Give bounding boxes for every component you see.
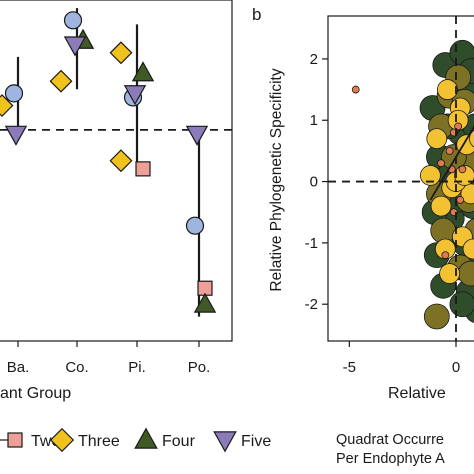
panel-a-markers [0, 11, 217, 313]
b-point-3-6 [458, 165, 467, 174]
b-ytick-label-3: 1 [310, 112, 318, 129]
b-ytick-label-0: -2 [305, 296, 318, 313]
marker-diamond-0 [0, 94, 14, 118]
panel-b-label: b [252, 5, 261, 24]
legend: Two Three Four Five [0, 427, 271, 453]
b-xtick-label-1: 0 [452, 359, 460, 376]
b-point-2-11 [419, 165, 441, 186]
marker-triangle-down-0 [4, 125, 28, 146]
panel-b-points [351, 39, 474, 330]
b-point-2-15 [469, 129, 474, 148]
b-point-3-5 [445, 147, 454, 155]
panel-b-y-ticks: -2 -1 0 1 2 [305, 51, 328, 313]
caption-b-line2: Per Endophyte A [336, 451, 445, 467]
b-point-0-20 [449, 291, 474, 318]
b-ytick-label-1: -1 [305, 235, 318, 252]
legend-marker-3 [213, 431, 237, 453]
legend-marker-2 [134, 427, 158, 449]
marker-circle-0 [4, 84, 24, 103]
panel-b-trend-line [429, 125, 474, 201]
legend-marker-1 [49, 427, 75, 453]
marker-circle-3 [185, 216, 205, 235]
legend-items: Two Three Four Five [7, 427, 271, 453]
b-point-2-13 [439, 263, 461, 284]
b-point-2-2 [426, 128, 448, 150]
a-xtick-label-3: Po. [188, 359, 211, 376]
b-point-3-7 [441, 251, 450, 260]
legend-label-1: Three [78, 433, 120, 450]
marker-triangle-up-2 [193, 292, 217, 313]
panel-a-error-bars [16, 8, 201, 317]
legend-label-3: Five [241, 433, 271, 450]
b-point-1-8 [423, 303, 450, 330]
marker-circle-1 [63, 11, 83, 30]
legend-label-2: Four [162, 433, 196, 450]
b-ytick-label-4: 2 [310, 51, 318, 68]
panel-b-frame [327, 15, 474, 342]
b-point-3-8 [437, 159, 445, 168]
b-point-3-0 [351, 85, 360, 94]
caption-b-line1: Quadrat Occurre [336, 432, 444, 448]
legend-marker-0 [7, 432, 23, 448]
b-point-3-9 [456, 196, 465, 204]
marker-triangle-down-1 [63, 36, 87, 57]
panel-a-x-ticks: Ba. Co. Pi. Po. [7, 341, 211, 376]
marker-square-0 [135, 161, 151, 177]
marker-triangle-down-2 [123, 85, 147, 106]
marker-triangle-down-3 [185, 125, 209, 146]
b-point-2-0 [437, 79, 458, 100]
panel-a-frame [0, 0, 233, 342]
b-ytick-label-2: 0 [310, 174, 318, 191]
a-xtick-label-0: Ba. [7, 359, 30, 376]
marker-triangle-up-1 [131, 61, 155, 82]
panel-b-x-ticks: -5 0 [343, 341, 460, 376]
panel-b-x-axis-label: Relative [388, 385, 446, 402]
marker-diamond-2 [109, 41, 133, 65]
b-xtick-label-0: -5 [343, 359, 356, 376]
b-point-2-6 [430, 195, 452, 217]
panel-a-x-axis-label: r Plant Group [0, 385, 71, 402]
marker-diamond-1 [49, 69, 73, 93]
a-xtick-label-1: Co. [65, 359, 88, 376]
b-point-2-9 [462, 238, 474, 260]
panel-a: Ba. Co. Pi. Po. r Plant Group [0, 0, 233, 402]
marker-diamond-3 [109, 149, 133, 173]
b-point-2-5 [460, 183, 474, 205]
a-xtick-label-2: Pi. [128, 359, 146, 376]
panel-b: b -2 -1 0 1 2 -5 0 Relative Phylogenetic Spec… [252, 5, 474, 402]
panel-b-y-axis-label: Relative Phylogenetic Specificity [268, 68, 285, 291]
